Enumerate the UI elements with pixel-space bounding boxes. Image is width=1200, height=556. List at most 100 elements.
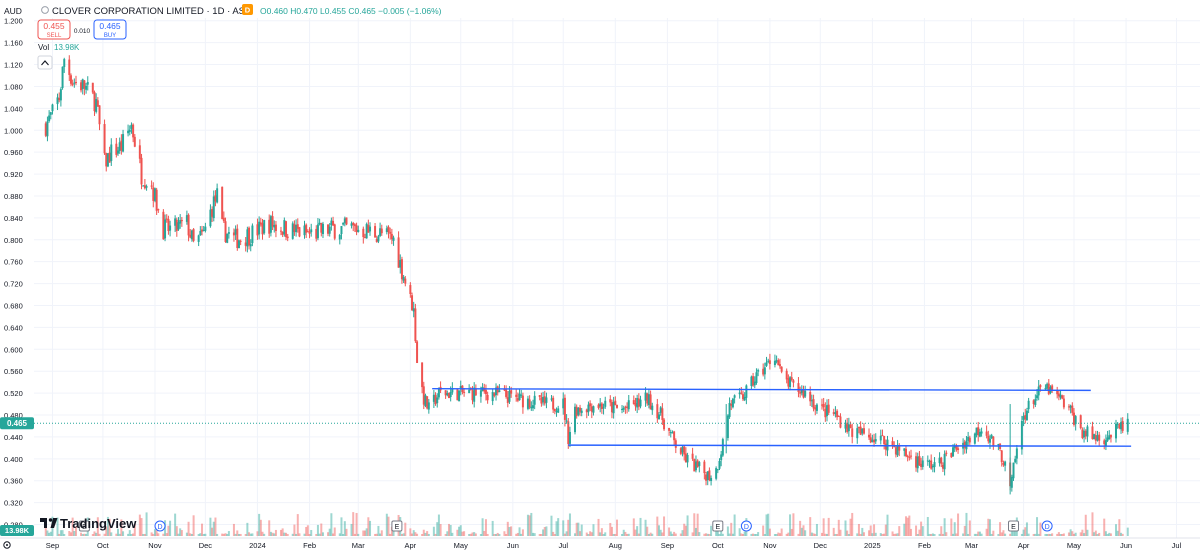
candle-body xyxy=(647,394,650,406)
candle-body xyxy=(941,464,944,469)
volume-bar xyxy=(248,532,251,536)
time-scale[interactable] xyxy=(0,538,1200,551)
candle-body xyxy=(703,461,706,474)
volume-bar xyxy=(967,533,970,536)
candle-body xyxy=(943,453,946,470)
candle-body xyxy=(261,223,264,235)
candle-body xyxy=(180,219,183,222)
volume-bar xyxy=(636,526,639,536)
volume-bar xyxy=(545,526,548,536)
volume-bar xyxy=(189,533,192,536)
candle-body xyxy=(83,80,86,89)
volume-bar xyxy=(310,529,313,536)
candle-body xyxy=(903,448,906,451)
candle-body xyxy=(869,437,872,443)
volume-bar xyxy=(757,532,760,536)
candle-body xyxy=(728,402,731,417)
candle-body xyxy=(822,403,825,408)
volume-bar xyxy=(68,530,71,536)
candle-body xyxy=(918,456,921,466)
volume-bar xyxy=(827,517,830,536)
volume-bar xyxy=(491,520,494,536)
candle-body xyxy=(743,396,746,401)
volume-bar xyxy=(730,522,733,536)
candle-body xyxy=(797,383,800,393)
candle-body xyxy=(412,308,415,312)
candle-body xyxy=(44,123,47,136)
candle-body xyxy=(414,308,417,342)
candle-body xyxy=(508,390,511,402)
candle-body xyxy=(152,187,155,201)
volume-bar xyxy=(363,530,366,536)
candle-body xyxy=(96,100,99,107)
volume-bar xyxy=(237,533,240,536)
volume-bar xyxy=(474,533,477,536)
volume-bar xyxy=(469,533,472,536)
volume-bar xyxy=(1057,532,1060,536)
candle-body xyxy=(374,226,377,238)
volume-bar xyxy=(387,516,390,536)
candle-body xyxy=(809,391,812,402)
candle-body xyxy=(201,229,204,232)
time-tick-label: Jul xyxy=(558,541,568,550)
volume-bar xyxy=(273,533,276,536)
price-tick-label: 1.120 xyxy=(4,61,23,70)
candle-body xyxy=(1014,458,1017,463)
time-tick-label: Dec xyxy=(814,541,828,550)
volume-bar xyxy=(153,529,156,536)
candle-body xyxy=(520,394,523,396)
volume-bar xyxy=(820,532,823,536)
volume-bar xyxy=(812,533,815,536)
volume-bar xyxy=(1027,533,1030,536)
price-tick-label: 0.760 xyxy=(4,258,23,267)
volume-bar xyxy=(483,530,486,536)
buy-button[interactable]: 0.465 BUY xyxy=(93,19,127,40)
volume-bar xyxy=(209,517,212,536)
trendlines[interactable] xyxy=(432,388,1132,447)
candle-body xyxy=(380,228,383,234)
candle-body xyxy=(978,431,981,437)
candle-body xyxy=(363,237,366,239)
volume-bar xyxy=(674,533,677,536)
volume-bar xyxy=(295,533,298,536)
volume-bar xyxy=(810,532,813,536)
volume-bar xyxy=(767,513,770,536)
candle-body xyxy=(945,452,948,454)
volume-bar xyxy=(637,533,640,536)
candle-body xyxy=(533,395,536,405)
volume-bar xyxy=(279,529,282,536)
sell-button[interactable]: 0.455 SELL xyxy=(37,19,71,40)
collapse-legend-button[interactable] xyxy=(37,55,53,70)
candle-body xyxy=(567,421,570,445)
candle-body xyxy=(826,405,829,416)
candle-body xyxy=(780,366,783,372)
candle-body xyxy=(310,229,313,233)
volume-bar xyxy=(1039,522,1042,536)
volume-bar xyxy=(1062,533,1065,536)
candle-body xyxy=(444,390,447,396)
candle-body xyxy=(755,372,758,383)
candle-body xyxy=(202,229,205,231)
candle-body xyxy=(879,435,882,441)
volume-bar xyxy=(891,531,894,536)
volume-bar xyxy=(385,513,388,536)
event-markers[interactable]: E E E ED D D xyxy=(78,520,1053,532)
candle-body xyxy=(590,406,593,412)
candle-body xyxy=(577,407,580,415)
candle-body xyxy=(446,393,449,396)
volume-bar xyxy=(367,517,370,536)
volume-bar xyxy=(790,528,793,536)
earnings-marker-label: E xyxy=(1011,524,1016,531)
symbol-title[interactable]: CLOVER CORPORATION LIMITED · 1D · ASX xyxy=(52,6,252,17)
candle-body xyxy=(189,234,192,238)
settings-gear-icon[interactable] xyxy=(3,541,11,549)
volume-bar xyxy=(353,533,356,536)
volume-bar xyxy=(197,533,200,536)
volume-bar xyxy=(599,532,602,536)
price-scale[interactable] xyxy=(0,0,34,538)
volume-bar xyxy=(752,533,755,536)
candle-body xyxy=(1000,450,1003,463)
candle-body xyxy=(493,393,496,396)
volume-bar xyxy=(755,533,758,536)
